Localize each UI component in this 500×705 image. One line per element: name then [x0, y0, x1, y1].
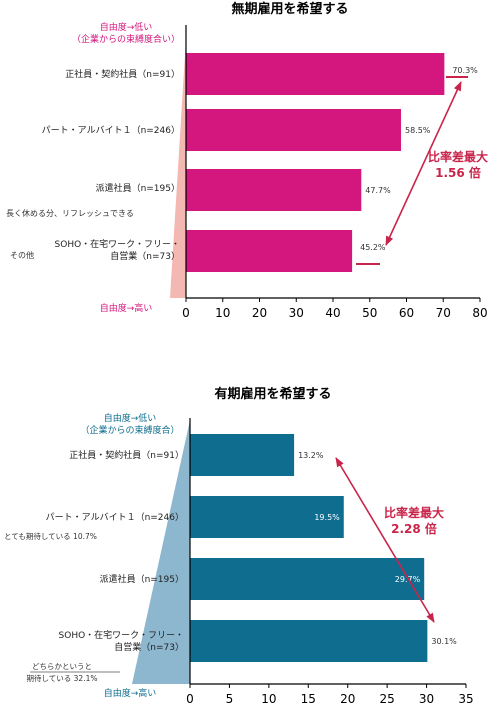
- difference-arrow: [385, 81, 462, 246]
- freedom-high-label: 自由度→高い: [104, 687, 157, 699]
- difference-ratio: 1.56 倍: [435, 165, 481, 180]
- bar: [186, 230, 353, 272]
- bar: [190, 620, 428, 662]
- category-labels: 正社員・契約社員（n=91） パート・アルバイト１（n=246） 派遣社員（n=19…: [46, 449, 184, 653]
- x-tick-label: 20: [252, 306, 267, 320]
- bar: [186, 109, 401, 151]
- x-tick-label: 5: [226, 692, 234, 705]
- x-tick-label: 30: [419, 692, 434, 705]
- freedom-high-label: 自由度→高い: [100, 302, 153, 314]
- bar-value-label: 13.2%: [298, 451, 324, 460]
- category-label: SOHO・在宅ワーク・フリー・: [55, 238, 180, 250]
- freedom-low-label: 自由度→低い: [104, 412, 157, 424]
- value-labels: 13.2%19.5%29.7%30.1%: [298, 451, 457, 646]
- category-labels: 正社員・契約社員（n=91） パート・アルバイト１（n=246） 派遣社員（n=19…: [42, 68, 180, 262]
- bars: [186, 53, 445, 272]
- x-tick-label: 0: [182, 306, 190, 320]
- x-tick-label: 20: [340, 692, 355, 705]
- x-tick-label: 50: [362, 306, 377, 320]
- category-label: 正社員・契約社員（n=91）: [69, 449, 184, 461]
- category-label: 派遣社員（n=195）: [100, 573, 184, 585]
- difference-arrow: [335, 457, 435, 623]
- x-tick-label: 10: [261, 692, 276, 705]
- freedom-low-label: 自由度→低い: [100, 21, 153, 33]
- difference-ratio: 2.28 倍: [391, 521, 437, 536]
- x-tick-label: 40: [325, 306, 340, 320]
- chart-title: 無期雇用を希望する: [231, 1, 348, 17]
- bar-value-label: 30.1%: [431, 637, 457, 646]
- overlay-note-line2: 期待している 32.1%: [27, 673, 98, 683]
- bar-value-label: 45.2%: [360, 243, 386, 252]
- x-tick-label: 35: [458, 692, 473, 705]
- overlay-note-line1: どちらかというと: [32, 662, 92, 671]
- x-axis-ticks: 0 5 10 15 20 25 30 35: [186, 684, 474, 705]
- chart-permanent-employment: 無期雇用を希望する 自由度→低い （企業からの束縛度合い） 自由度→高い 正社員…: [6, 1, 488, 320]
- freedom-low-sublabel: （企業からの束縛度合い）: [72, 33, 180, 45]
- x-tick-label: 30: [289, 306, 304, 320]
- x-axis-ticks: 0 10 20 30 40 50 60 70 80: [182, 298, 488, 320]
- bar-value-label: 47.7%: [365, 186, 391, 195]
- difference-label: 比率差最大: [384, 505, 444, 520]
- bars: [190, 434, 428, 662]
- x-tick-label: 70: [436, 306, 451, 320]
- bar: [186, 53, 445, 95]
- category-label: SOHO・在宅ワーク・フリー・: [59, 629, 184, 641]
- freedom-wedge: [132, 420, 190, 684]
- x-tick-label: 60: [399, 306, 414, 320]
- bar: [190, 496, 344, 538]
- category-label: パート・アルバイト１（n=246）: [42, 125, 180, 136]
- bar: [190, 558, 425, 600]
- freedom-wedge: [170, 38, 186, 298]
- x-tick-label: 80: [472, 306, 487, 320]
- overlay-note-other: その他: [10, 250, 34, 260]
- bar-value-label: 70.3%: [452, 66, 478, 75]
- category-label: 自営業（n=73）: [110, 250, 180, 262]
- x-tick-label: 25: [380, 692, 395, 705]
- chart-title: 有期雇用を希望する: [214, 386, 331, 402]
- overlay-note: とても期待している 10.7%: [4, 531, 97, 541]
- x-tick-label: 0: [186, 692, 194, 705]
- category-label: 派遣社員（n=195）: [96, 182, 180, 194]
- difference-label: 比率差最大: [428, 149, 488, 164]
- category-label: 自営業（n=73）: [114, 641, 184, 653]
- freedom-low-sublabel: （企業からの束縛度合）: [80, 424, 179, 436]
- bar: [186, 169, 362, 211]
- chart-fixed-term-employment: 有期雇用を希望する 自由度→低い （企業からの束縛度合） 自由度→高い 正社員・…: [4, 386, 474, 705]
- bar: [190, 434, 295, 476]
- bar-value-label: 19.5%: [314, 513, 340, 522]
- x-tick-label: 15: [301, 692, 316, 705]
- category-label: パート・アルバイト１（n=246）: [46, 512, 184, 523]
- bar-value-label: 58.5%: [405, 126, 431, 135]
- category-label: 正社員・契約社員（n=91）: [65, 68, 180, 80]
- x-tick-label: 10: [215, 306, 230, 320]
- overlay-note: 長く休める分、リフレッシュできる: [6, 208, 134, 218]
